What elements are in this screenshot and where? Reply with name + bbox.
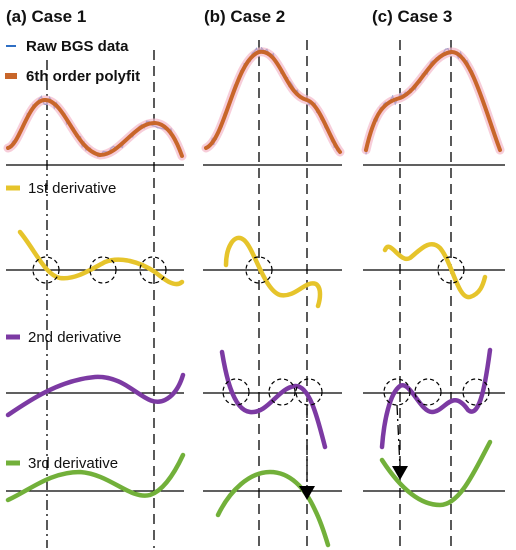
polyfit-case2 [204,49,342,154]
polyfit-halo-case3 [361,47,505,155]
marker-d1-case1-mid [89,256,117,284]
polyfit-curves [3,47,505,161]
marker-d1-case2 [245,256,273,284]
polyfit-halo-case2 [201,47,345,157]
d1-curve-case2 [223,235,323,309]
second-derivative-curves [5,347,493,450]
panel-title-case1: (a) Case 1 [6,7,86,26]
third-derivative-curves [5,439,493,548]
arrow-head-case2 [299,486,315,500]
zero-crossing-markers [32,256,490,406]
marker-d2-case3-left [383,378,411,406]
panel-title-case2: (b) Case 2 [204,7,285,26]
d2-curve-case1 [5,372,186,418]
arrow-head-case3 [392,466,408,480]
marker-d2-case3-mid [414,378,442,406]
marker-d2-case3-right [462,378,490,406]
d1-curve-case3 [382,241,488,300]
first-derivative-curves [17,229,488,309]
d3-curve-case1 [5,452,186,503]
row-label-d3: 3rd derivative [28,455,118,472]
polyfit-case1 [6,98,184,158]
legend-fit-label: 6th order polyfit [26,68,140,85]
d2-curve-case3 [379,347,493,450]
axes [6,164,505,492]
d3-curve-case3 [379,439,493,508]
marker-d1-case3 [437,256,465,284]
d3-curve-case2 [215,469,331,548]
marker-d1-case1-right [139,256,167,284]
marker-d2-case2-left [222,378,250,406]
panel-title-case3: (c) Case 3 [372,7,452,26]
row-label-d1: 1st derivative [28,180,116,197]
d2-curve-case2 [219,349,328,450]
marker-d1-case1-left [32,256,60,284]
legend-raw-label: Raw BGS data [26,38,129,55]
row-label-d2: 2nd derivative [28,329,121,346]
polyfit-case3 [364,50,502,152]
marker-d2-case2-right [295,378,323,406]
marker-d2-case2-mid [268,378,296,406]
link-arrows [299,404,408,500]
